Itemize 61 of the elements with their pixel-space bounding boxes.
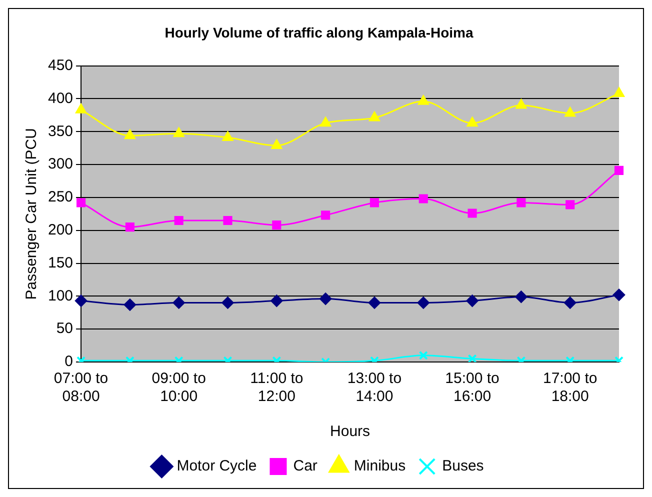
point — [516, 99, 527, 109]
point — [270, 294, 283, 307]
point — [417, 296, 430, 309]
point — [564, 107, 576, 117]
point — [223, 216, 232, 226]
y-tick-label: 200 — [48, 221, 74, 238]
point — [172, 296, 185, 309]
point — [466, 117, 478, 127]
y-tick-label: 400 — [48, 90, 74, 107]
point — [370, 198, 380, 208]
point — [124, 130, 136, 140]
chart-title: Hourly Volume of traffic along Kampala-Hoima — [164, 24, 474, 40]
legend-label: Buses — [442, 458, 484, 475]
legend-label: Motor Cycle — [176, 458, 257, 475]
point — [272, 220, 282, 230]
point — [321, 210, 330, 220]
y-tick-label: 350 — [48, 122, 74, 140]
point — [75, 294, 88, 307]
x-tick-label: 15:00 to 16:00 — [445, 370, 500, 406]
point — [566, 200, 575, 210]
point — [222, 132, 234, 142]
point — [222, 296, 234, 309]
point — [516, 198, 526, 208]
point — [320, 292, 332, 305]
y-axis-title: Passenger Car Unit (PCU — [23, 128, 40, 300]
y-tick-label: 100 — [48, 287, 74, 304]
point — [76, 104, 86, 114]
point — [271, 139, 282, 149]
y-tick-label: 0 — [64, 353, 74, 370]
point — [369, 112, 380, 122]
point — [468, 208, 477, 218]
y-tick-label: 300 — [48, 156, 74, 173]
point — [320, 117, 331, 127]
point — [613, 288, 625, 301]
point — [124, 298, 136, 311]
y-tick-label: 250 — [48, 188, 74, 206]
point — [418, 350, 428, 360]
point — [614, 87, 624, 97]
point — [418, 95, 429, 105]
x-axis-title: Hours — [330, 423, 370, 440]
point — [515, 290, 528, 303]
point — [466, 294, 478, 307]
point — [564, 296, 576, 309]
x-tick-label: 07:00 to 08:00 — [54, 370, 108, 406]
y-tick-label: 50 — [56, 320, 74, 338]
x-tick-label: 13:00 to 14:00 — [347, 370, 402, 406]
point — [368, 296, 380, 309]
point — [174, 128, 184, 138]
legend-label: Car — [293, 458, 318, 475]
point — [76, 198, 86, 208]
point — [614, 166, 624, 175]
y-tick-label: 150 — [48, 254, 74, 272]
x-tick-label: 09:00 to 10:00 — [152, 370, 206, 406]
x-tick-label: 17:00 to 18:00 — [542, 370, 598, 406]
point — [174, 216, 184, 226]
legend-label: Minibus — [354, 458, 406, 475]
x-tick-label: 11:00 to 12:00 — [250, 370, 304, 406]
point — [468, 354, 477, 362]
point — [418, 194, 428, 204]
y-tick-label: 450 — [48, 56, 74, 74]
point — [125, 222, 134, 232]
